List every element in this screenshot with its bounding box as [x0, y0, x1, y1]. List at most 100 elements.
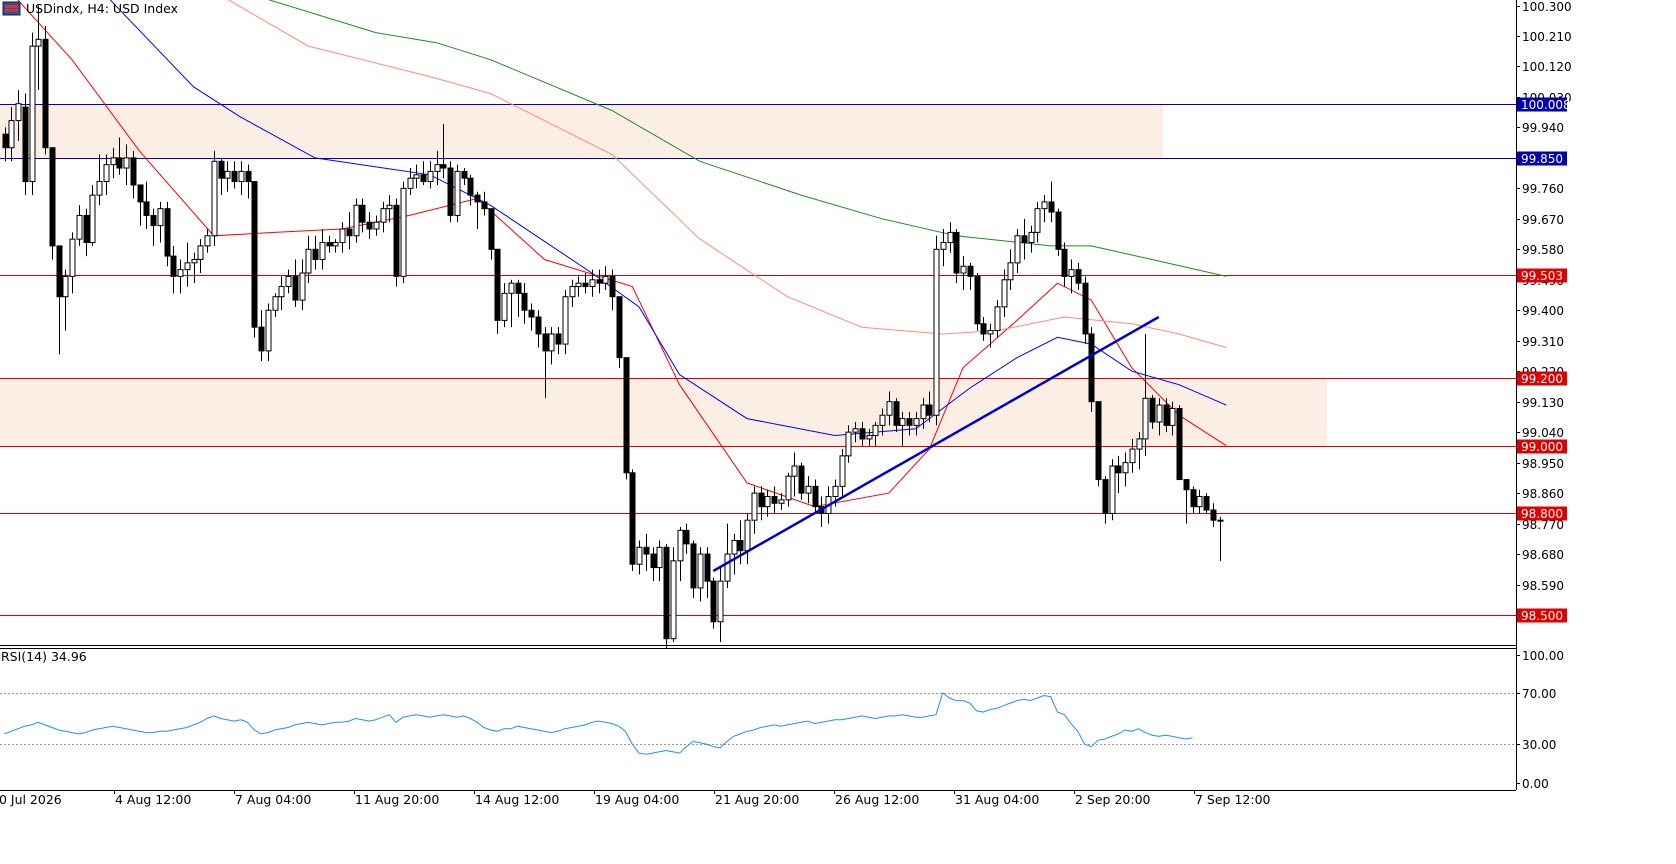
- candle: [1156, 398, 1163, 436]
- chart-window-icon[interactable]: [2, 1, 21, 16]
- candle: [913, 411, 920, 436]
- candle: [974, 273, 981, 331]
- candle: [265, 303, 272, 362]
- candle: [1082, 276, 1089, 345]
- time-axis[interactable]: 30 Jul 2026 4 Aug 12:00 7 Aug 04:00 11 Aug …: [0, 790, 1271, 807]
- candle: [1021, 218, 1028, 260]
- candle: [1095, 401, 1102, 487]
- candle: [319, 228, 326, 270]
- candle: [643, 533, 650, 571]
- candle: [1136, 432, 1143, 470]
- candle: [1210, 503, 1217, 527]
- price-tick-label: 99.580: [1522, 243, 1564, 257]
- candle: [1028, 225, 1035, 253]
- candle: [1129, 438, 1136, 473]
- candle: [893, 398, 900, 433]
- candle: [508, 279, 515, 328]
- trendline-layer[interactable]: [712, 315, 1160, 573]
- time-tick-label: 31 Aug 04:00: [955, 792, 1039, 807]
- candle: [879, 408, 886, 436]
- candle: [62, 269, 69, 331]
- candle: [332, 239, 339, 253]
- price-tick-label: 99.400: [1522, 304, 1564, 318]
- level-tag-2: [1517, 268, 1567, 283]
- level-label-4: 99.000: [1521, 440, 1563, 454]
- candle: [697, 547, 704, 602]
- candle: [569, 279, 576, 307]
- candle: [967, 262, 974, 290]
- level-labels-layer: 100.00899.85099.50399.20099.00098.80098.…: [1517, 97, 1571, 623]
- candle: [407, 168, 414, 196]
- candle: [467, 174, 474, 206]
- candle: [886, 391, 893, 426]
- candle: [130, 151, 137, 199]
- candle: [582, 273, 589, 294]
- candle: [299, 259, 306, 311]
- candle: [346, 212, 353, 250]
- candle: [110, 147, 117, 179]
- rsi-tick-label: 70.00: [1522, 687, 1556, 701]
- candle: [791, 452, 798, 497]
- candle: [575, 276, 582, 297]
- time-tick-label: 19 Aug 04:00: [595, 792, 679, 807]
- candle: [535, 310, 542, 348]
- candle: [197, 239, 204, 274]
- candle: [488, 208, 495, 260]
- candle: [690, 540, 697, 599]
- candle: [947, 222, 954, 253]
- candle: [994, 300, 1001, 338]
- candle: [1001, 269, 1008, 318]
- price-tick-label: 98.590: [1522, 579, 1564, 593]
- candle: [400, 181, 407, 284]
- candle: [670, 547, 677, 643]
- time-tick-label: 2 Sep 20:00: [1075, 792, 1151, 807]
- candle: [386, 195, 393, 223]
- candle: [542, 327, 549, 399]
- candle: [602, 266, 609, 290]
- trendline[interactable]: [712, 315, 1160, 573]
- candle: [461, 168, 468, 185]
- candle: [839, 449, 846, 497]
- candle: [177, 259, 184, 294]
- chart-frame: [0, 0, 1517, 791]
- rsi-tick-label: 100.00: [1522, 649, 1564, 663]
- candle: [116, 137, 123, 175]
- candle: [238, 161, 245, 196]
- candle: [1014, 228, 1021, 274]
- price-axis[interactable]: 100.300100.210100.120100.03099.94099.850…: [1516, 0, 1572, 623]
- level-label-1: 99.850: [1521, 152, 1563, 166]
- level-label-2: 99.503: [1521, 269, 1563, 283]
- candle: [1169, 401, 1176, 436]
- candle: [393, 198, 400, 287]
- time-tick-label: 21 Aug 20:00: [715, 792, 799, 807]
- candle: [2, 127, 9, 162]
- candle: [42, 25, 49, 155]
- level-tag-1: [1517, 151, 1567, 166]
- candle: [764, 489, 771, 517]
- rsi-label: RSI(14) 34.96: [1, 649, 87, 664]
- candle: [933, 235, 940, 426]
- candle: [623, 357, 630, 480]
- candle: [143, 181, 150, 229]
- candle: [447, 161, 454, 223]
- candle: [926, 391, 933, 422]
- candle: [204, 228, 211, 253]
- price-tick-label: 99.670: [1522, 213, 1564, 227]
- level-tag-5: [1517, 506, 1567, 521]
- candle: [852, 421, 859, 443]
- candle: [528, 303, 535, 331]
- price-tick-label: 100.210: [1522, 30, 1572, 44]
- candle: [245, 164, 252, 199]
- candle: [35, 5, 42, 91]
- candle: [366, 212, 373, 240]
- candle: [866, 428, 873, 446]
- candle: [474, 191, 481, 229]
- time-tick-label: 7 Sep 12:00: [1195, 792, 1271, 807]
- rsi-line: [4, 692, 1193, 755]
- candle: [987, 323, 994, 348]
- candle: [1149, 394, 1156, 429]
- candle: [49, 147, 56, 260]
- level-label-6: 98.500: [1521, 609, 1563, 623]
